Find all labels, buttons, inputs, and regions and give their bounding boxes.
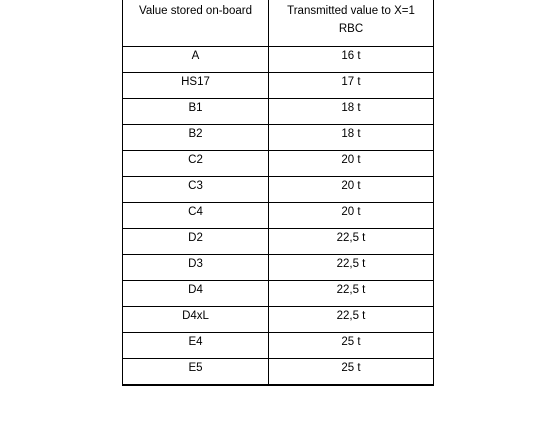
cell-transmitted-value: 22,5 t xyxy=(268,280,434,307)
cell-stored-value: C2 xyxy=(122,150,269,177)
cell-stored-value: D4xL xyxy=(122,306,269,333)
table-row: C4 20 t xyxy=(122,202,434,229)
table-body: A 16 t HS17 17 t B1 18 t B2 18 t C2 20 t… xyxy=(122,46,434,386)
cell-stored-value: E4 xyxy=(122,332,269,359)
table-row: E5 25 t xyxy=(122,358,434,386)
cell-transmitted-value: 22,5 t xyxy=(268,306,434,333)
cell-transmitted-value: 20 t xyxy=(268,176,434,203)
table-row: A 16 t xyxy=(122,46,434,73)
cell-transmitted-value: 22,5 t xyxy=(268,228,434,255)
cell-stored-value: C3 xyxy=(122,176,269,203)
cell-transmitted-value: 18 t xyxy=(268,98,434,125)
table-row: C2 20 t xyxy=(122,150,434,177)
mapping-table: Value stored on-board Transmitted value … xyxy=(122,0,434,386)
cell-transmitted-value: 22,5 t xyxy=(268,254,434,281)
cell-stored-value: D4 xyxy=(122,280,269,307)
cell-stored-value: HS17 xyxy=(122,72,269,99)
cell-stored-value: C4 xyxy=(122,202,269,229)
table-row: C3 20 t xyxy=(122,176,434,203)
cell-stored-value: B1 xyxy=(122,98,269,125)
table-row: D4xL 22,5 t xyxy=(122,306,434,333)
header-value-stored-label: Value stored on-board xyxy=(139,5,252,17)
table-row: D2 22,5 t xyxy=(122,228,434,255)
cell-stored-value: B2 xyxy=(122,124,269,151)
cell-stored-value: E5 xyxy=(122,358,269,386)
cell-transmitted-value: 25 t xyxy=(268,332,434,359)
cell-transmitted-value: 17 t xyxy=(268,72,434,99)
table-row: B1 18 t xyxy=(122,98,434,125)
table-row: HS17 17 t xyxy=(122,72,434,99)
table-header: Value stored on-board Transmitted value … xyxy=(122,0,434,47)
cell-transmitted-value: 18 t xyxy=(268,124,434,151)
table-row: B2 18 t xyxy=(122,124,434,151)
cell-stored-value: D2 xyxy=(122,228,269,255)
cell-stored-value: A xyxy=(122,46,269,73)
header-transmitted-line2: RBC xyxy=(338,23,364,35)
cell-transmitted-value: 20 t xyxy=(268,150,434,177)
header-transmitted-value: Transmitted value to X=1 RBC xyxy=(268,0,434,47)
cell-transmitted-value: 20 t xyxy=(268,202,434,229)
cell-transmitted-value: 16 t xyxy=(268,46,434,73)
table-row: D3 22,5 t xyxy=(122,254,434,281)
header-value-stored: Value stored on-board xyxy=(122,0,269,47)
cell-stored-value: D3 xyxy=(122,254,269,281)
header-transmitted-line1: Transmitted value to X=1 xyxy=(287,5,415,17)
cell-transmitted-value: 25 t xyxy=(268,358,434,386)
table-row: E4 25 t xyxy=(122,332,434,359)
table-row: D4 22,5 t xyxy=(122,280,434,307)
header-row: Value stored on-board Transmitted value … xyxy=(122,0,434,47)
